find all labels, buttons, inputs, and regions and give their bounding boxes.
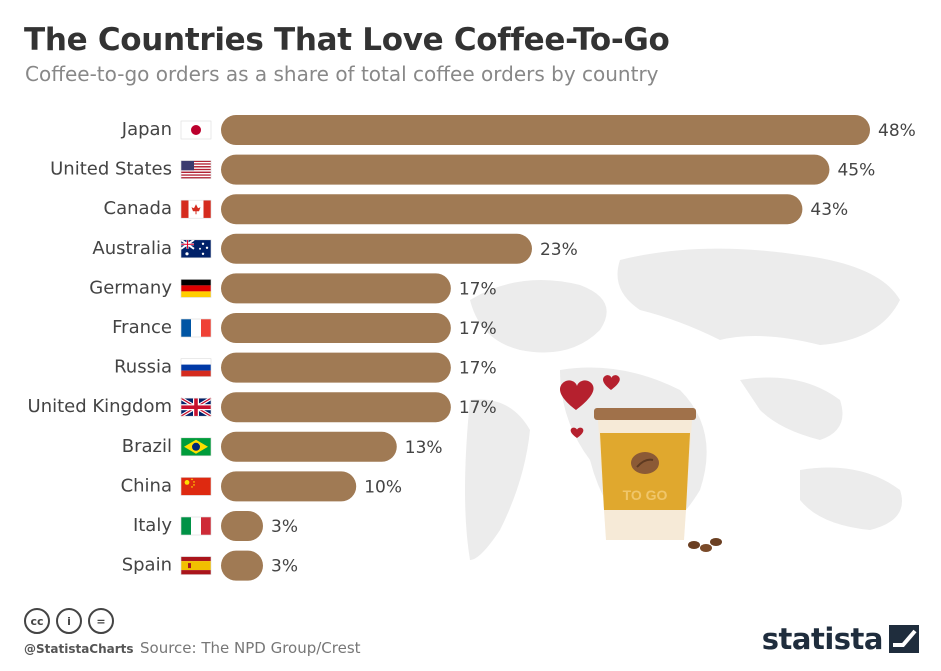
value-label: 45% — [837, 161, 875, 181]
category-label: Germany — [89, 277, 172, 298]
category-label: Italy — [133, 515, 172, 536]
bar-row: Italy 3% — [133, 511, 298, 541]
bar-row: Japan 48% — [121, 115, 916, 145]
value-label: 3% — [271, 557, 298, 577]
bar — [221, 154, 830, 185]
bar — [221, 511, 263, 541]
attribution-icon[interactable]: i — [56, 608, 82, 634]
bar-row: Spain 3% — [122, 550, 298, 581]
category-label: Canada — [104, 198, 173, 219]
value-label: 17% — [459, 319, 497, 339]
bar-row: France 17% — [112, 313, 497, 343]
category-label: China — [121, 475, 172, 496]
brand-logo[interactable]: statista — [762, 622, 919, 656]
bar-row: Germany 17% — [89, 273, 497, 304]
category-label: France — [112, 317, 172, 338]
us-flag-icon — [180, 160, 212, 179]
bar — [221, 550, 263, 581]
bar-row: Canada 43% — [104, 194, 848, 225]
heart-icon — [603, 375, 620, 390]
no-derivatives-icon[interactable]: = — [88, 608, 114, 634]
value-label: 43% — [810, 200, 848, 220]
category-label: Japan — [121, 119, 172, 140]
category-label: Russia — [114, 357, 172, 378]
value-label: 17% — [459, 279, 497, 299]
australia-flag-icon — [180, 238, 212, 259]
social-handle[interactable]: @StatistaCharts — [24, 642, 134, 656]
bar-row: Australia 23% — [92, 233, 578, 264]
value-label: 13% — [405, 438, 443, 458]
bar — [221, 431, 397, 462]
germany-flag-icon — [180, 279, 212, 298]
statista-logo-icon — [889, 625, 919, 653]
bar-row: Brazil 13% — [122, 431, 443, 462]
brazil-flag-icon — [180, 437, 212, 457]
cup-text: TO GO — [623, 487, 668, 503]
category-label: Brazil — [122, 436, 172, 457]
bar — [221, 471, 357, 502]
license-icons: cc i = — [24, 608, 114, 634]
bar — [221, 352, 451, 383]
value-label: 48% — [878, 121, 916, 141]
category-label: United States — [50, 159, 172, 180]
bar-row: China 10% — [121, 471, 402, 502]
bar — [221, 313, 451, 343]
heart-icon — [570, 427, 584, 438]
bar-row: United Kingdom 17% — [28, 392, 497, 423]
italy-flag-icon — [180, 516, 212, 536]
bar — [221, 273, 451, 304]
bar — [221, 233, 532, 264]
china-flag-icon — [180, 477, 212, 496]
russia-flag-icon — [180, 358, 212, 377]
bar — [221, 115, 870, 145]
heart-icon — [560, 380, 594, 410]
japan-flag-icon — [180, 120, 212, 140]
chart-title: The Countries That Love Coffee-To-Go — [24, 22, 670, 58]
bar-row: Russia 17% — [114, 352, 497, 383]
canada-flag-icon — [180, 199, 212, 219]
bar — [221, 194, 803, 225]
value-label: 17% — [459, 398, 497, 418]
creative-commons-icon[interactable]: cc — [24, 608, 50, 634]
spain-flag-icon — [180, 556, 212, 575]
footer: cc i = @StatistaCharts Source: The NPD G… — [24, 608, 919, 658]
uk-flag-icon — [180, 396, 212, 418]
source-note: Source: The NPD Group/Crest — [140, 639, 361, 657]
chart-subtitle: Coffee-to-go orders as a share of total … — [25, 62, 659, 86]
category-label: Australia — [92, 238, 172, 259]
brand-name: statista — [761, 622, 884, 656]
value-label: 23% — [540, 240, 578, 260]
value-label: 17% — [459, 359, 497, 379]
bar-row: United States 45% — [50, 154, 875, 185]
france-flag-icon — [180, 318, 212, 338]
value-label: 3% — [271, 517, 298, 537]
value-label: 10% — [364, 477, 402, 497]
bar — [221, 392, 451, 423]
coffee-cup-illustration: TO GO — [560, 375, 722, 552]
category-label: United Kingdom — [28, 396, 172, 417]
category-label: Spain — [122, 555, 172, 576]
bar-chart: Japan 48% United States 45% Canada 43% Austral… — [28, 115, 916, 581]
